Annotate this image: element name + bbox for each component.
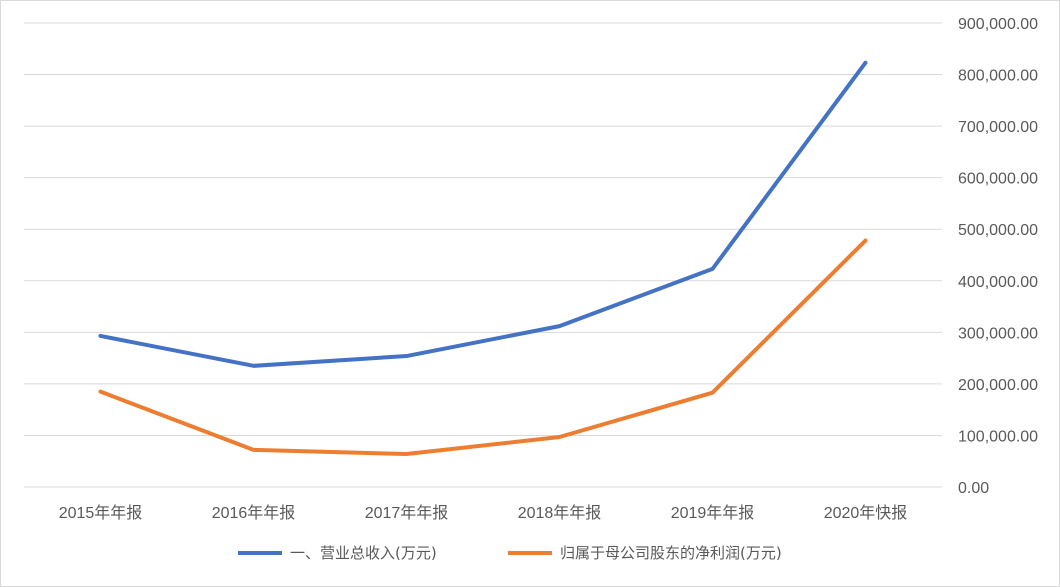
y-axis-ticks: 0.00 100,000.00 200,000.00 300,000.00 400,00… (958, 16, 1038, 497)
series-lines (98, 60, 868, 457)
y-tick-label: 0.00 (958, 480, 989, 497)
y-tick-label: 200,000.00 (958, 377, 1038, 394)
x-tick-label: 2020年快报 (824, 504, 908, 522)
y-tick-label: 500,000.00 (958, 222, 1038, 239)
x-tick-label: 2018年年报 (518, 504, 602, 522)
x-tick-label: 2016年年报 (212, 504, 296, 522)
legend: 一、营业总收入(万元) 归属于母公司股东的净利润(万元) (238, 544, 782, 562)
y-tick-label: 600,000.00 (958, 171, 1038, 188)
y-tick-label: 100,000.00 (958, 428, 1038, 445)
y-tick-label: 900,000.00 (958, 16, 1038, 33)
y-tick-label: 800,000.00 (958, 68, 1038, 85)
y-tick-label: 400,000.00 (958, 274, 1038, 291)
x-tick-label: 2017年年报 (365, 504, 449, 522)
legend-label-net-profit: 归属于母公司股东的净利润(万元) (560, 544, 782, 562)
gridlines (24, 22, 942, 488)
y-tick-label: 300,000.00 (958, 325, 1038, 342)
legend-label-revenue: 一、营业总收入(万元) (290, 544, 437, 562)
x-axis-ticks: 2015年年报 2016年年报 2017年年报 2018年年报 2019年年报 2020年… (59, 504, 908, 522)
x-tick-label: 2015年年报 (59, 504, 143, 522)
y-tick-label: 700,000.00 (958, 119, 1038, 136)
series-line-revenue (98, 60, 868, 368)
x-tick-label: 2019年年报 (671, 504, 755, 522)
series-line-net-profit (98, 238, 868, 457)
